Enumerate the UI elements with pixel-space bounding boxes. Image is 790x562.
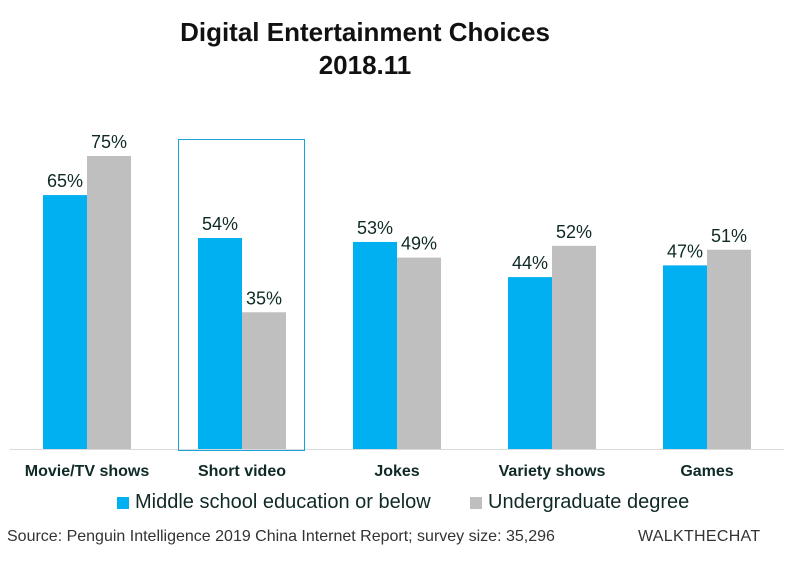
data-label: 47% (667, 241, 703, 261)
data-label: 52% (556, 222, 592, 242)
data-label: 54% (202, 214, 238, 234)
bar-chart: 65% 75% Movie/TV shows 54% 35% Short video 53%… (10, 132, 784, 480)
brand-watermark: WALKTHECHAT (638, 528, 761, 545)
data-label: 44% (512, 253, 548, 273)
legend-swatch-series-0 (117, 496, 129, 509)
bar-games-series-0 (663, 265, 707, 449)
legend-item-series-0: Middle school education or below (117, 491, 431, 514)
category-label: Variety shows (499, 463, 606, 480)
bar-jokes-series-1 (397, 257, 441, 449)
legend-item-series-1: Undergraduate degree (470, 491, 689, 514)
data-label: 75% (91, 132, 127, 152)
legend-label-series-1: Undergraduate degree (488, 491, 690, 513)
bar-games-series-1 (707, 249, 751, 449)
category-label: Games (680, 463, 733, 480)
data-label: 51% (711, 226, 747, 246)
data-label: 49% (401, 234, 437, 254)
bar-variety-shows-series-0 (508, 277, 552, 449)
highlight-box (178, 139, 305, 451)
category-label: Short video (198, 463, 286, 480)
bar-jokes-series-0 (353, 241, 397, 449)
legend-label-series-0: Middle school education or below (135, 491, 431, 513)
bar-short-video-series-1 (242, 312, 286, 449)
bar-short-video-series-0 (198, 238, 242, 449)
chart-title: Digital Entertainment Choices 2018.11 (0, 16, 730, 82)
source-note: Source: Penguin Intelligence 2019 China … (7, 528, 555, 545)
bar-movie-tv-shows-series-1 (87, 156, 131, 449)
category-label: Movie/TV shows (25, 463, 150, 480)
data-label: 65% (47, 171, 83, 191)
chart-title-main: Digital Entertainment Choices (180, 17, 550, 47)
legend-swatch-series-1 (470, 496, 482, 509)
bar-variety-shows-series-1 (552, 245, 596, 449)
data-label: 35% (246, 288, 282, 308)
chart-subtitle: 2018.11 (318, 50, 412, 80)
data-label: 53% (357, 218, 393, 238)
bar-movie-tv-shows-series-0 (43, 195, 87, 449)
category-label: Jokes (374, 463, 419, 480)
